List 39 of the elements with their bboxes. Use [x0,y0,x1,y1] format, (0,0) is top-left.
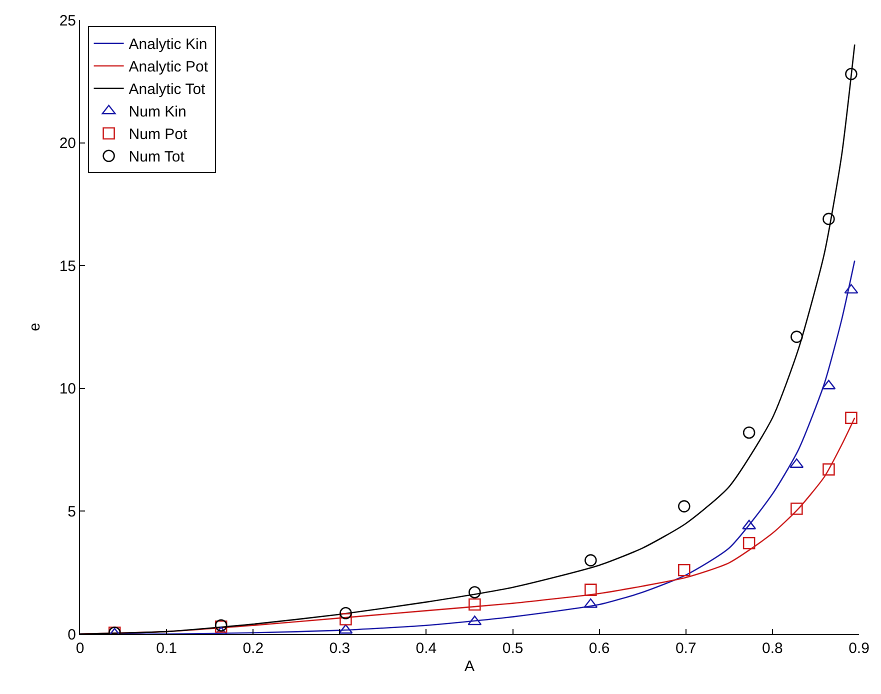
legend-label: Analytic Pot [128,58,209,76]
point [584,554,597,566]
x-tick-label: 0.5 [502,640,524,657]
x-tick-label: 0.4 [416,640,437,657]
x-tick-label: 0.8 [762,640,783,657]
y-tick-label: 20 [59,135,76,152]
point [584,584,597,596]
x-tick-label: 0.7 [675,640,696,657]
x-tick-label: 0.9 [848,640,870,657]
x-axis-title: A [464,658,475,675]
legend-label: Num Pot [128,126,188,144]
point [678,564,690,576]
point [340,606,352,620]
y-tick-label: 0 [68,626,76,644]
point [678,500,690,512]
y-tick-label: 15 [59,258,76,275]
x-tick-label: 0.1 [156,640,177,657]
point [340,613,352,626]
y-tick-label: 25 [59,12,76,30]
y-tick-label: 10 [59,380,76,398]
point [845,68,858,80]
point [742,536,756,550]
point [790,330,803,343]
legend-label: Analytic Kin [128,36,208,54]
legend-label: Analytic Tot [128,81,206,98]
point [790,502,803,515]
point [468,586,481,598]
y-tick-label: 5 [68,503,76,520]
point [468,598,481,611]
x-tick-label: 0.2 [242,640,264,657]
legend-label: Num Tot [128,148,186,166]
y-axis-title: e [26,322,44,332]
x-tick-label: 0.6 [588,640,610,657]
legend-label: Num Kin [128,104,186,121]
point [822,212,835,226]
point [822,463,835,476]
point [742,426,756,439]
x-tick-label: 0.3 [329,640,350,657]
point [845,412,858,424]
